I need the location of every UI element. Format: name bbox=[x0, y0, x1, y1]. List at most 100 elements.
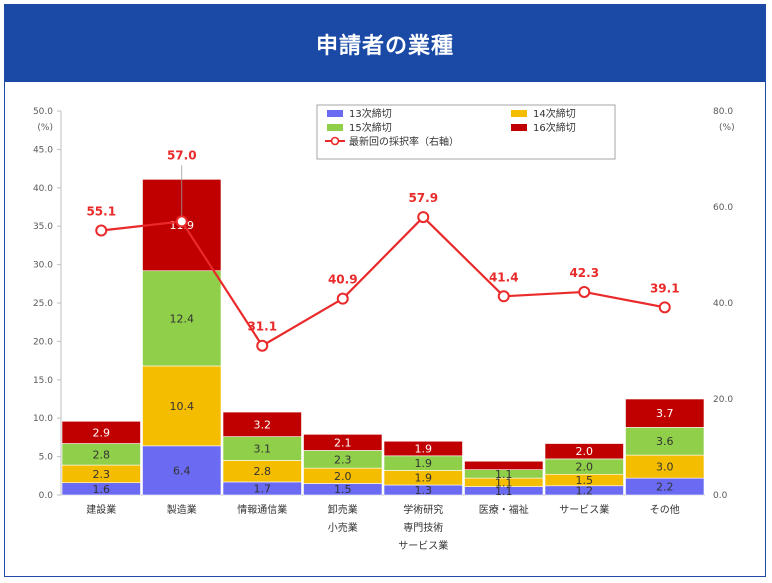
bar-value-label: 2.8 bbox=[254, 465, 272, 478]
bar-value-label: 2.0 bbox=[334, 470, 352, 483]
left-tick-label: 20.0 bbox=[33, 337, 53, 347]
bar-segment bbox=[625, 398, 705, 428]
bar-value-label: 3.6 bbox=[656, 435, 674, 448]
x-tick-label: 医療・福祉 bbox=[479, 503, 529, 516]
legend-label: 15次締切 bbox=[349, 121, 392, 134]
x-tick-label: 製造業 bbox=[167, 503, 197, 516]
bar-value-label: 2.0 bbox=[576, 445, 594, 458]
bar-value-label: 12.4 bbox=[170, 312, 195, 325]
rate-line bbox=[101, 215, 665, 348]
left-tick-label: 25.0 bbox=[33, 299, 53, 309]
rate-point bbox=[578, 285, 591, 298]
bar-value-label: 1.1 bbox=[495, 476, 513, 489]
bar-value-label: 1.9 bbox=[415, 472, 433, 485]
bar-segment bbox=[222, 411, 302, 437]
bar-value-label: 1.9 bbox=[415, 457, 433, 470]
bar-segment bbox=[303, 434, 383, 451]
bar-value-label: 1.7 bbox=[254, 482, 272, 495]
x-tick-label: 学術研究 bbox=[403, 503, 443, 516]
rate-value-label: 41.4 bbox=[489, 270, 519, 284]
rate-value-label: 40.9 bbox=[328, 273, 358, 287]
left-axis-unit: (%) bbox=[37, 123, 53, 133]
right-tick-label: 80.0 bbox=[713, 107, 733, 117]
x-tick-label: 小売業 bbox=[328, 521, 358, 534]
plot-area: 0.0 5.0 10.0 15.0 20.0 25.0 30.0 35.0 40.0 45.0 50… bbox=[17, 93, 755, 571]
rate-value-label: 57.0 bbox=[167, 148, 197, 162]
left-tick-label: 50.0 bbox=[33, 107, 53, 117]
rate-point bbox=[336, 292, 349, 305]
x-tick-label: その他 bbox=[650, 503, 680, 516]
chart-title-banner: 申請者の業種 bbox=[5, 5, 765, 82]
bar-value-label: 3.0 bbox=[656, 461, 674, 474]
bar-value-label: 1.9 bbox=[415, 443, 433, 456]
rate-value-label: 57.9 bbox=[408, 191, 438, 205]
bar-segment bbox=[544, 443, 624, 460]
right-tick-label: 40.0 bbox=[713, 299, 733, 309]
bar-value-label: 2.9 bbox=[93, 426, 111, 439]
legend-box bbox=[316, 104, 616, 160]
bar-value-label: 2.3 bbox=[93, 468, 111, 481]
bar-value-label: 1.5 bbox=[334, 483, 352, 496]
legend-swatch bbox=[511, 124, 527, 131]
bar-value-label: 3.7 bbox=[656, 407, 674, 420]
x-tick-label: サービス業 bbox=[559, 503, 609, 516]
bar-segment bbox=[142, 365, 222, 447]
legend-marker bbox=[330, 136, 340, 146]
chart-svg: 0.0 5.0 10.0 15.0 20.0 25.0 30.0 35.0 40.0 45.0 50… bbox=[33, 104, 735, 552]
x-tick-label: 建設業 bbox=[86, 503, 116, 516]
x-tick-label: 専門技術 bbox=[403, 521, 443, 534]
left-tick-label: 35.0 bbox=[33, 222, 53, 232]
right-axis-unit: (%) bbox=[719, 123, 735, 133]
right-tick-label: 60.0 bbox=[713, 203, 733, 213]
bar-value-label: 2.2 bbox=[656, 481, 674, 494]
x-tick-label: サービス業 bbox=[398, 539, 448, 552]
legend-swatch bbox=[327, 110, 343, 117]
left-tick-label: 5.0 bbox=[39, 453, 54, 463]
rate-value-label: 42.3 bbox=[569, 266, 599, 280]
rate-point bbox=[417, 211, 430, 224]
legend-label: 最新回の採択率（右軸） bbox=[349, 135, 459, 148]
rate-value-label: 39.1 bbox=[650, 281, 680, 295]
bar-segment bbox=[61, 420, 141, 444]
chart-frame: 申請者の業種 0.0 5.0 10.0 15.0 20.0 25.0 30.0 35.0 40.… bbox=[4, 4, 766, 577]
bar-value-label: 10.4 bbox=[170, 400, 195, 413]
bar-value-label: 2.1 bbox=[334, 436, 352, 449]
bar-value-label: 1.1 bbox=[495, 485, 513, 498]
bar-value-label: 1.5 bbox=[576, 474, 594, 487]
bar-value-label: 2.8 bbox=[93, 448, 111, 461]
rate-point bbox=[497, 290, 510, 303]
chart-title: 申請者の業種 bbox=[315, 33, 454, 59]
bar-segment bbox=[383, 440, 463, 457]
bar-segment bbox=[142, 270, 222, 367]
bar-value-label: 1.3 bbox=[415, 484, 433, 497]
left-tick-label: 30.0 bbox=[33, 261, 53, 271]
rate-point bbox=[658, 301, 671, 314]
left-tick-label: 40.0 bbox=[33, 184, 53, 194]
bar-value-label: 2.3 bbox=[334, 453, 352, 466]
legend-label: 14次締切 bbox=[533, 107, 576, 120]
bar-value-label: 3.1 bbox=[254, 443, 272, 456]
left-tick-label: 0.0 bbox=[39, 491, 54, 501]
legend-label: 16次締切 bbox=[533, 121, 576, 134]
rate-point bbox=[256, 339, 269, 352]
left-tick-label: 10.0 bbox=[33, 414, 53, 424]
bar-value-label: 3.2 bbox=[254, 418, 272, 431]
legend-swatch bbox=[327, 124, 343, 131]
rate-value-label: 31.1 bbox=[247, 320, 277, 334]
bar-value-label: 1.6 bbox=[93, 483, 111, 496]
right-tick-label: 0.0 bbox=[713, 491, 728, 501]
bar-value-label: 1.1 bbox=[495, 468, 513, 481]
bar-value-label: 6.4 bbox=[173, 464, 191, 477]
bar-segment bbox=[464, 460, 544, 470]
bar-value-label: 1.2 bbox=[576, 484, 594, 497]
rate-point bbox=[175, 215, 188, 228]
bar-value-label: 2.0 bbox=[576, 461, 594, 474]
x-tick-label: 情報通信業 bbox=[237, 503, 287, 516]
rate-value-label: 55.1 bbox=[86, 205, 116, 219]
rate-point bbox=[95, 224, 108, 237]
x-tick-label: 卸売業 bbox=[328, 503, 358, 516]
legend-swatch bbox=[511, 110, 527, 117]
right-tick-label: 20.0 bbox=[713, 395, 733, 405]
left-tick-label: 45.0 bbox=[33, 145, 53, 155]
